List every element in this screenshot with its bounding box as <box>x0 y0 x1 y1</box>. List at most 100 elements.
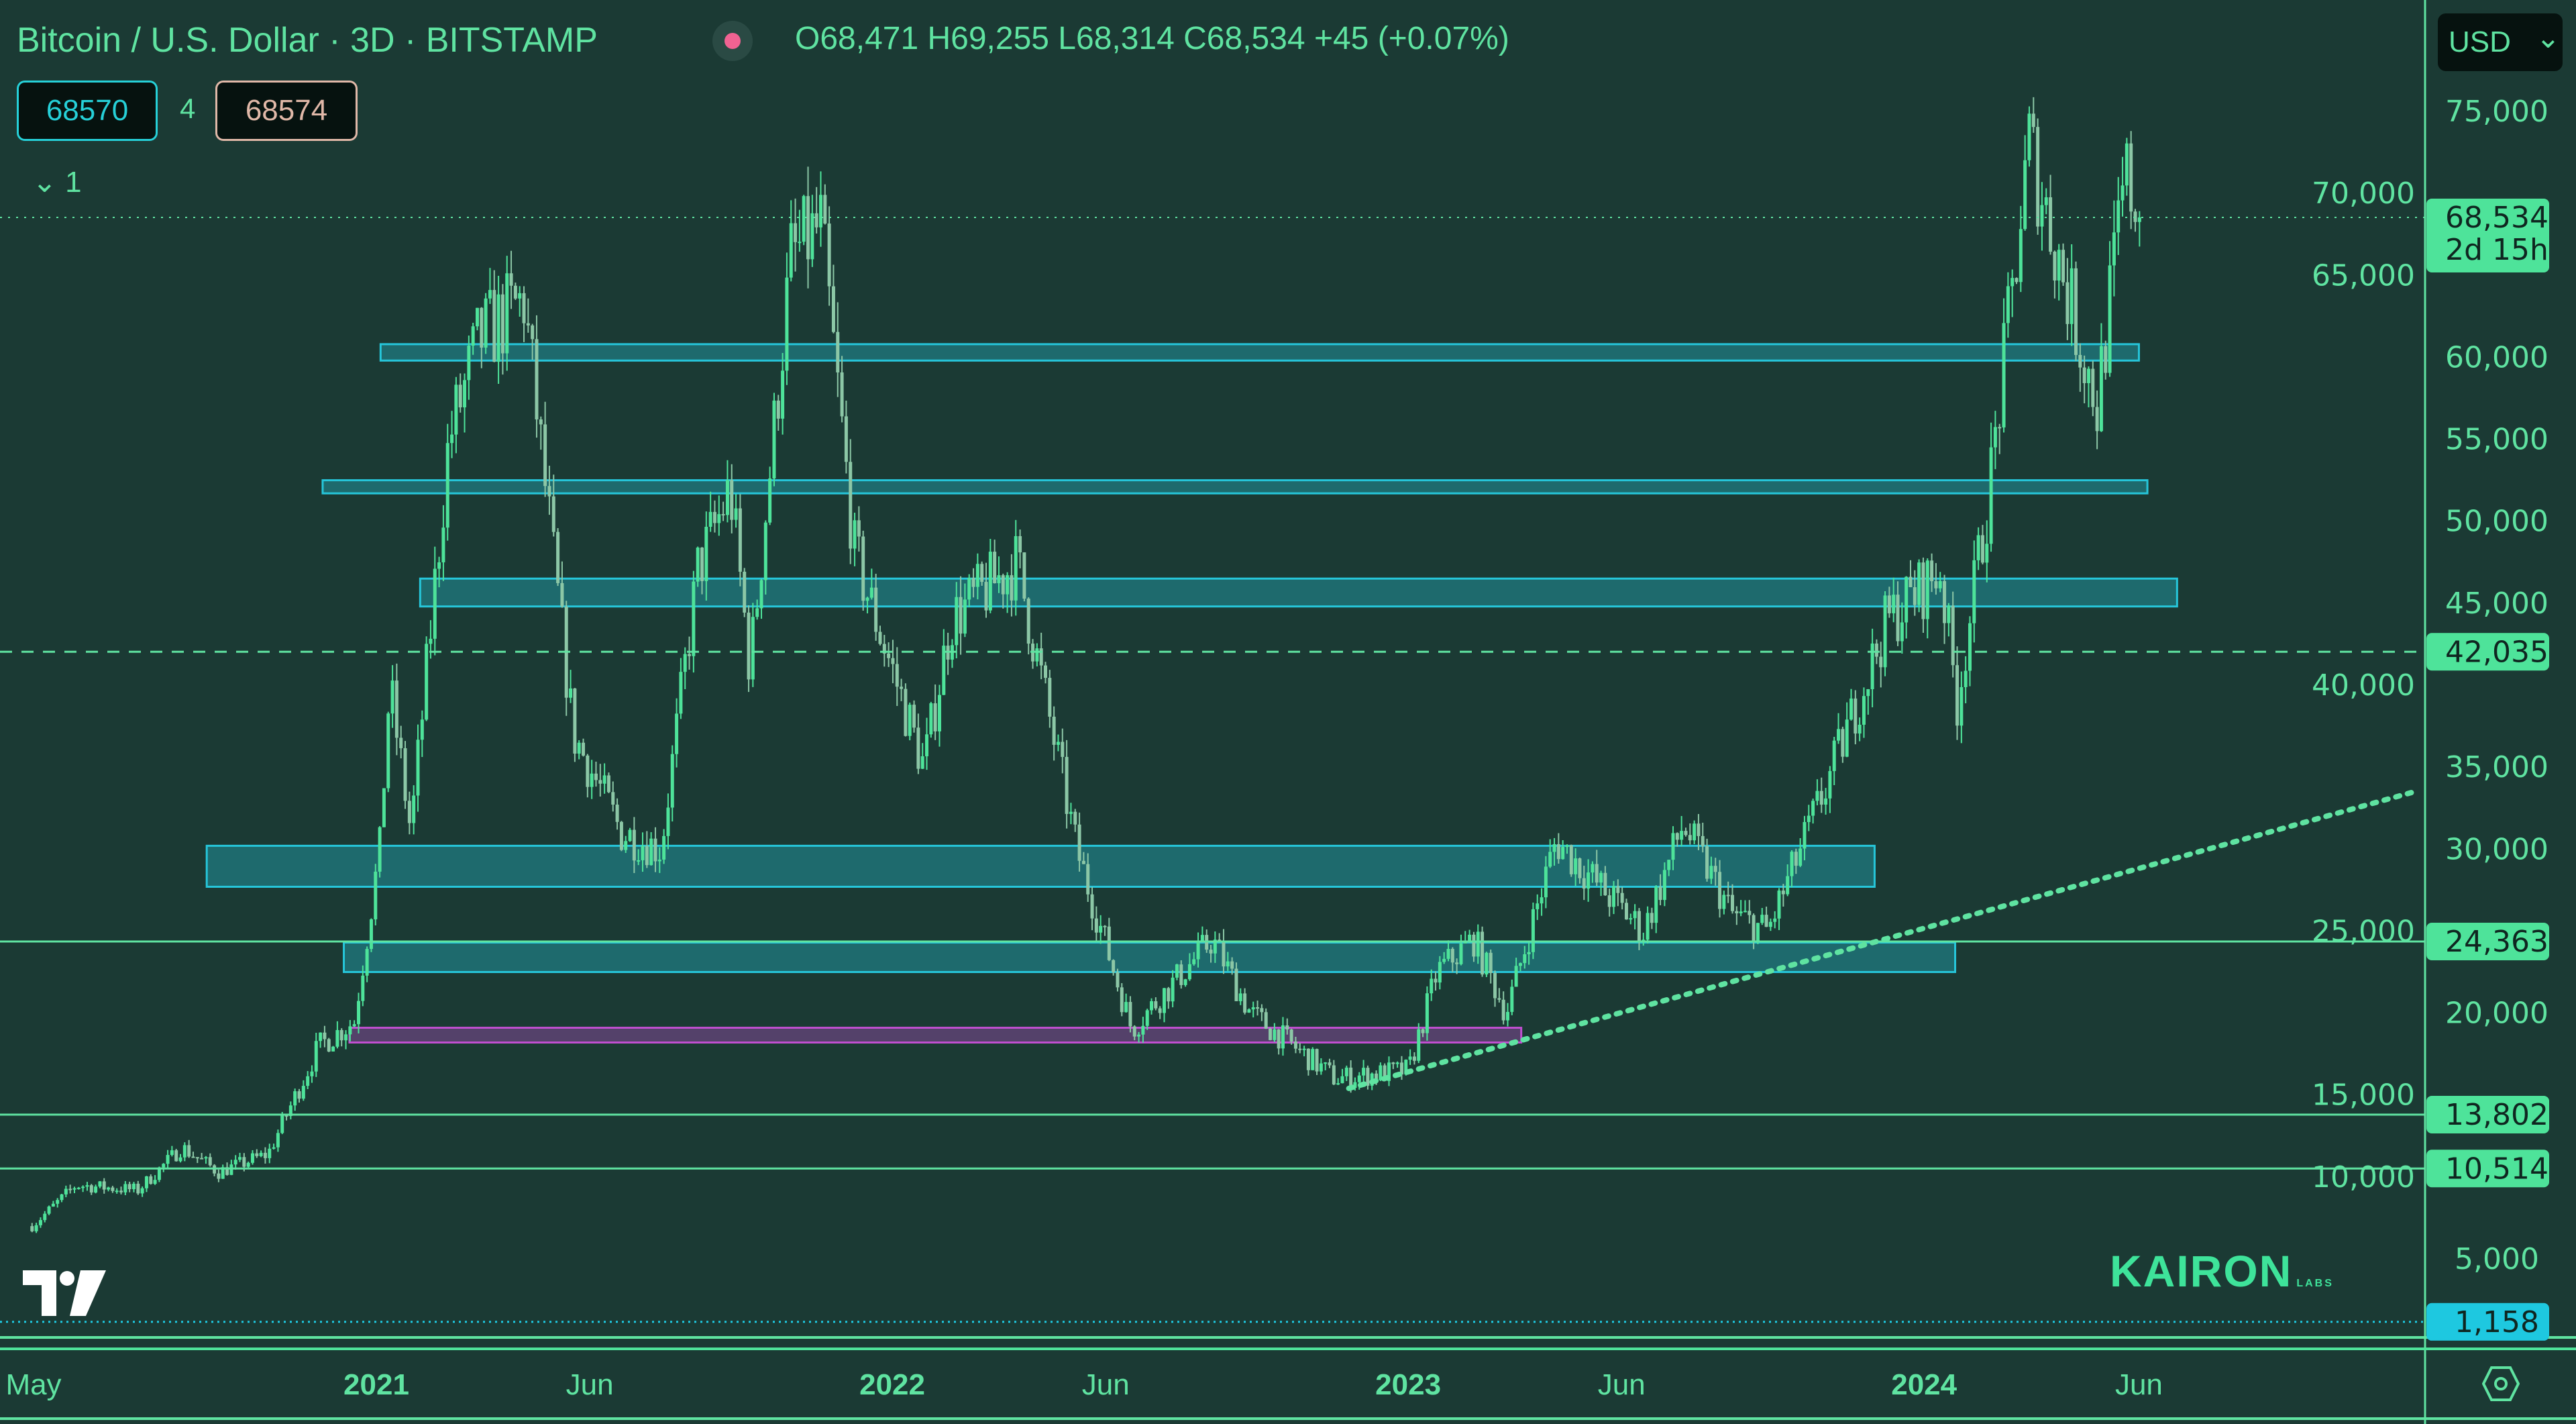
candle[interactable] <box>1273 1023 1277 1042</box>
candle[interactable] <box>1845 702 1849 758</box>
candle[interactable] <box>1913 570 1917 616</box>
candle[interactable] <box>1472 931 1476 962</box>
candle[interactable] <box>1680 815 1684 847</box>
candle[interactable] <box>759 578 763 619</box>
candle[interactable] <box>916 713 920 774</box>
candle[interactable] <box>1947 603 1951 637</box>
candle[interactable] <box>1739 900 1743 917</box>
candle[interactable] <box>688 636 692 670</box>
candle[interactable] <box>1162 988 1166 1023</box>
candle[interactable] <box>980 561 984 586</box>
candle[interactable] <box>2133 209 2137 232</box>
candle[interactable] <box>250 1150 254 1165</box>
candle[interactable] <box>1684 827 1688 837</box>
candle[interactable] <box>1081 852 1085 864</box>
candle[interactable] <box>1824 788 1828 815</box>
candle[interactable] <box>174 1149 178 1162</box>
candle[interactable] <box>586 754 590 798</box>
candle[interactable] <box>471 322 475 355</box>
candle[interactable] <box>1658 874 1662 906</box>
candle[interactable] <box>68 1184 72 1194</box>
candle[interactable] <box>1964 656 1968 703</box>
candle[interactable] <box>1591 861 1595 883</box>
currency-selector[interactable]: USD ⌄ <box>2438 13 2563 71</box>
candle[interactable] <box>386 711 390 793</box>
candle[interactable] <box>1412 1052 1416 1065</box>
candle[interactable] <box>1150 998 1154 1015</box>
candle[interactable] <box>229 1160 233 1176</box>
candle[interactable] <box>1896 581 1900 646</box>
candle[interactable] <box>781 353 785 435</box>
candle[interactable] <box>1459 934 1463 966</box>
candle[interactable] <box>963 583 967 638</box>
candle[interactable] <box>946 632 950 675</box>
candle[interactable] <box>1493 970 1497 1007</box>
tradingview-logo[interactable] <box>23 1270 106 1316</box>
candle[interactable] <box>1909 560 1913 588</box>
candle[interactable] <box>844 400 848 474</box>
candle[interactable] <box>1328 1058 1332 1068</box>
candle[interactable] <box>1196 932 1200 968</box>
candle[interactable] <box>1222 929 1226 974</box>
zone-rectangle[interactable] <box>343 941 1957 973</box>
candle[interactable] <box>1073 809 1077 832</box>
candle[interactable] <box>1671 826 1675 870</box>
candle[interactable] <box>1132 1025 1136 1041</box>
candle[interactable] <box>47 1205 51 1215</box>
candle[interactable] <box>2023 135 2027 231</box>
candle[interactable] <box>1103 925 1107 936</box>
candle[interactable] <box>785 252 789 385</box>
candle[interactable] <box>615 798 619 830</box>
candle[interactable] <box>712 500 716 533</box>
candle[interactable] <box>2002 298 2006 433</box>
candle[interactable] <box>1417 1023 1421 1064</box>
candle[interactable] <box>755 599 759 620</box>
candle[interactable] <box>1620 886 1624 910</box>
candle[interactable] <box>789 200 793 282</box>
candle[interactable] <box>1455 958 1459 974</box>
candle[interactable] <box>1548 839 1552 868</box>
candle[interactable] <box>1324 1062 1328 1070</box>
candle[interactable] <box>51 1201 55 1207</box>
candle[interactable] <box>213 1164 217 1176</box>
candle[interactable] <box>776 395 780 431</box>
candle[interactable] <box>619 821 623 852</box>
candle[interactable] <box>2044 188 2048 215</box>
candle[interactable] <box>500 284 504 375</box>
candle[interactable] <box>1026 597 1030 655</box>
candle[interactable] <box>1701 822 1705 853</box>
candle[interactable] <box>1430 969 1434 1001</box>
candle[interactable] <box>1336 1078 1340 1085</box>
candle[interactable] <box>361 965 365 1007</box>
candle[interactable] <box>818 171 822 247</box>
candle[interactable] <box>1391 1062 1395 1070</box>
candle[interactable] <box>908 702 912 741</box>
candle[interactable] <box>390 665 394 728</box>
candle[interactable] <box>1960 671 1964 744</box>
candle[interactable] <box>484 293 488 354</box>
candle[interactable] <box>810 195 814 267</box>
candle[interactable] <box>2036 118 2040 235</box>
candle[interactable] <box>602 763 606 794</box>
candle[interactable] <box>314 1033 318 1077</box>
candle[interactable] <box>374 864 378 926</box>
candle[interactable] <box>365 946 369 982</box>
candle[interactable] <box>1154 997 1158 1011</box>
candle[interactable] <box>1086 853 1090 902</box>
candle[interactable] <box>1158 1006 1162 1019</box>
candle[interactable] <box>666 793 670 850</box>
candle[interactable] <box>1866 689 1870 715</box>
candle[interactable] <box>1421 1028 1425 1037</box>
candle[interactable] <box>1442 952 1446 964</box>
candle[interactable] <box>382 788 386 827</box>
level-price-tag[interactable]: 42,035 <box>2426 633 2549 671</box>
candle[interactable] <box>76 1186 80 1190</box>
candle[interactable] <box>725 460 729 523</box>
candle[interactable] <box>564 601 568 716</box>
candle[interactable] <box>738 494 742 587</box>
candle[interactable] <box>217 1169 221 1182</box>
candle[interactable] <box>849 439 853 564</box>
candle[interactable] <box>874 573 878 641</box>
level-price-tag[interactable]: 1,158 <box>2426 1303 2549 1341</box>
candle[interactable] <box>937 684 941 747</box>
